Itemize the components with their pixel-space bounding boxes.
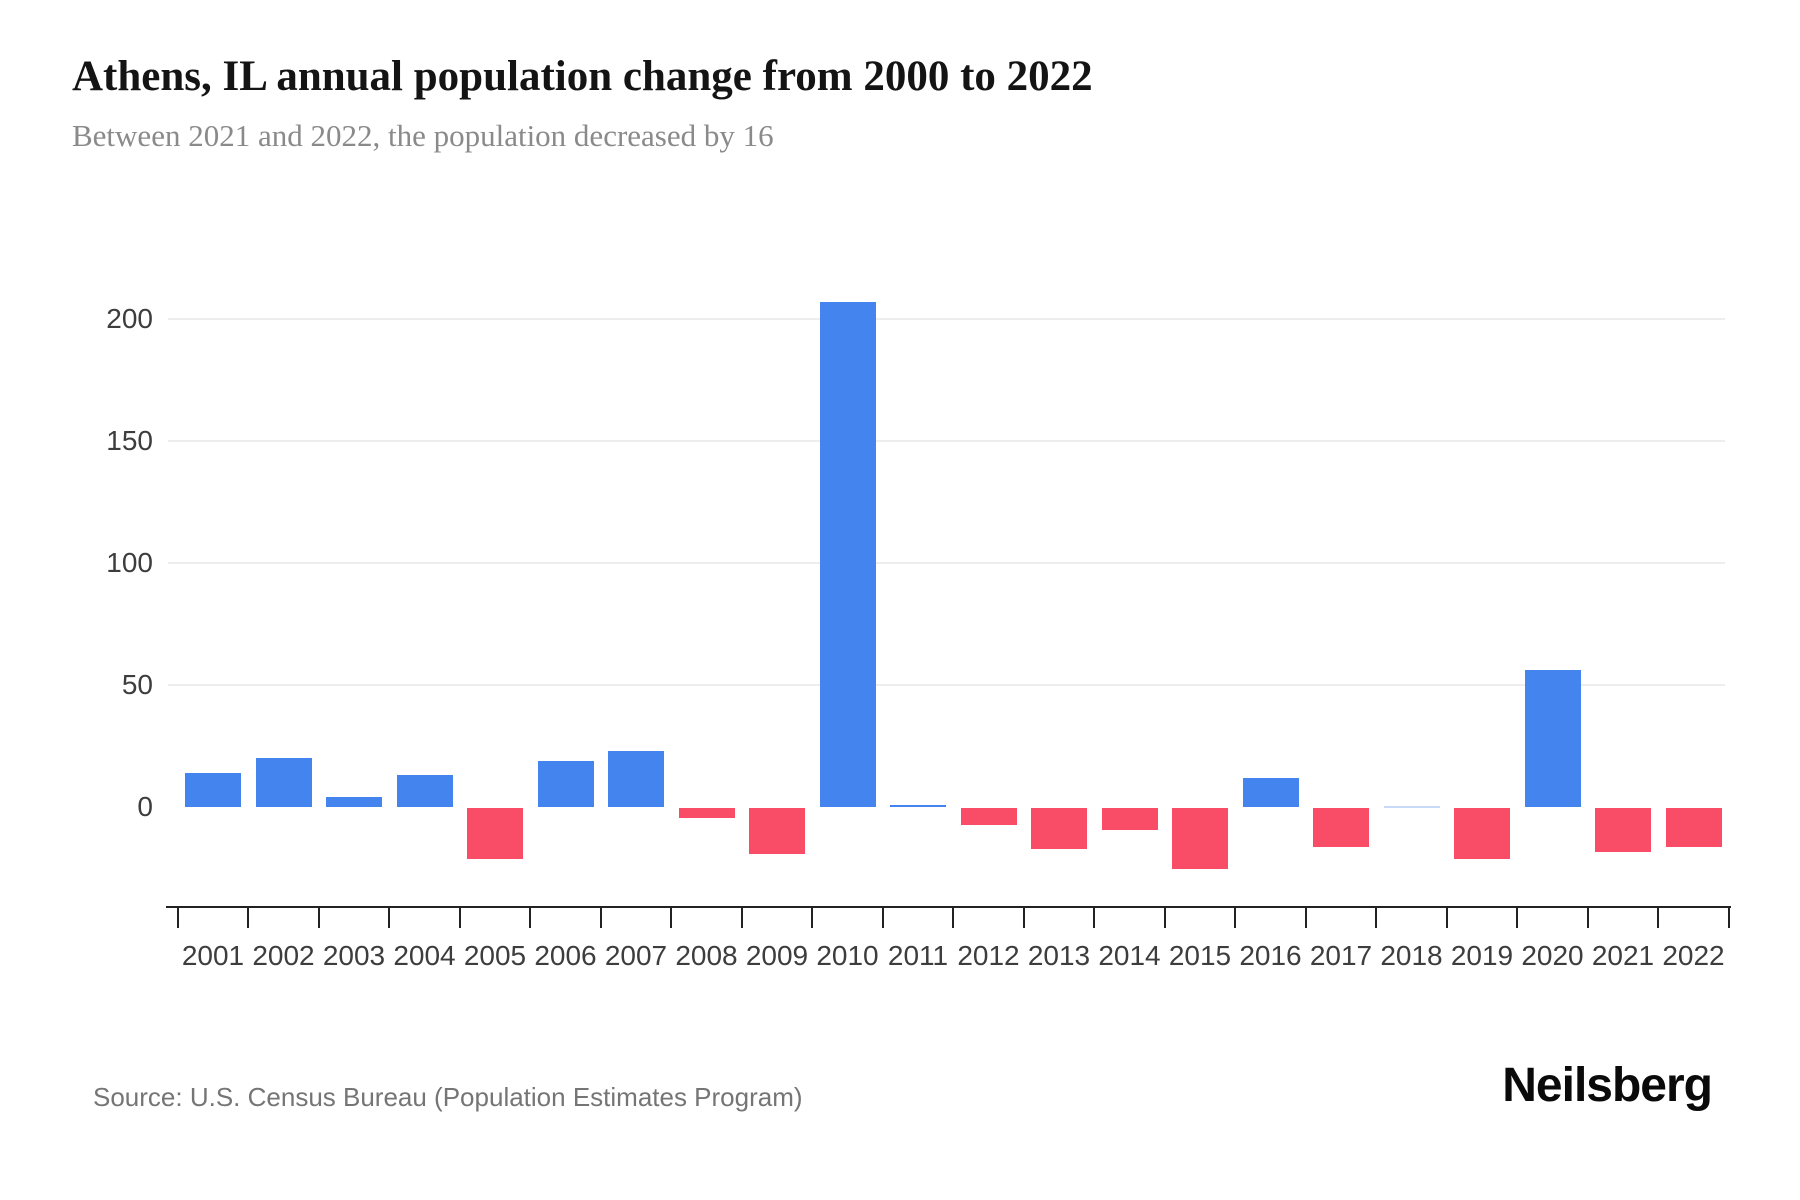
bar-2009[interactable] bbox=[749, 808, 805, 855]
x-axis-tick bbox=[1163, 908, 1166, 928]
bar-2010[interactable] bbox=[819, 301, 876, 807]
x-axis-label-2018: 2018 bbox=[1380, 940, 1443, 971]
bar-2012[interactable] bbox=[960, 808, 1017, 826]
x-axis-label-2022: 2022 bbox=[1662, 940, 1725, 971]
x-axis-label-2020: 2020 bbox=[1521, 940, 1584, 971]
bar-2016[interactable] bbox=[1242, 777, 1299, 807]
x-axis-label-2006: 2006 bbox=[534, 940, 597, 971]
x-axis-tick bbox=[1375, 908, 1378, 928]
gridline-150 bbox=[168, 440, 1725, 442]
x-axis-label-2010: 2010 bbox=[816, 940, 879, 971]
x-axis-tick bbox=[247, 908, 250, 928]
source-attribution: Source: U.S. Census Bureau (Population E… bbox=[93, 1082, 803, 1112]
x-axis-tick bbox=[1022, 908, 1025, 928]
bar-2007[interactable] bbox=[608, 750, 664, 807]
y-axis-label-150: 150 bbox=[106, 425, 153, 456]
bar-2021[interactable] bbox=[1595, 808, 1651, 852]
x-axis-tick bbox=[176, 908, 179, 928]
gridline-50 bbox=[168, 684, 1725, 686]
y-axis-label-50: 50 bbox=[121, 669, 153, 700]
x-axis-tick bbox=[458, 908, 461, 928]
page-title: Athens, IL annual population change from… bbox=[72, 53, 1093, 100]
bar-2017[interactable] bbox=[1313, 808, 1369, 848]
bar-2004[interactable] bbox=[396, 775, 453, 807]
gridline-200 bbox=[168, 318, 1725, 320]
y-axis-label-0: 0 bbox=[137, 791, 153, 822]
x-axis-tick bbox=[952, 908, 955, 928]
x-axis-tick bbox=[599, 908, 602, 928]
bar-2013[interactable] bbox=[1031, 808, 1087, 850]
x-axis-tick bbox=[1234, 908, 1237, 928]
x-axis-label-2007: 2007 bbox=[604, 940, 668, 971]
x-axis-tick bbox=[1093, 908, 1096, 928]
x-axis-tick bbox=[1516, 908, 1519, 928]
x-axis-label-2003: 2003 bbox=[322, 940, 386, 971]
x-axis-tick bbox=[1445, 908, 1448, 928]
x-axis-tick bbox=[811, 908, 814, 928]
x-axis-tick bbox=[388, 908, 391, 928]
x-axis-tick bbox=[1657, 908, 1660, 928]
neilsberg-logo: Neilsberg bbox=[1502, 1059, 1713, 1112]
bar-2005[interactable] bbox=[467, 808, 523, 860]
bar-2006[interactable] bbox=[537, 760, 594, 807]
x-axis-tick bbox=[317, 908, 320, 928]
page-subtitle: Between 2021 and 2022, the population de… bbox=[72, 118, 774, 153]
bar-2019[interactable] bbox=[1454, 808, 1510, 860]
x-axis-label-2001: 2001 bbox=[181, 940, 245, 971]
x-axis-label-2008: 2008 bbox=[675, 940, 738, 971]
x-axis-line bbox=[166, 906, 1731, 908]
x-axis-label-2021: 2021 bbox=[1591, 940, 1655, 971]
bar-2003[interactable] bbox=[326, 797, 382, 807]
bar-2018[interactable] bbox=[1383, 806, 1440, 808]
bar-2020[interactable] bbox=[1524, 670, 1581, 807]
x-axis-label-2013: 2013 bbox=[1027, 940, 1091, 971]
bar-2011[interactable] bbox=[890, 804, 946, 807]
gridline-100 bbox=[168, 562, 1725, 564]
x-axis-tick bbox=[670, 908, 673, 928]
bar-2002[interactable] bbox=[255, 758, 312, 807]
x-axis-label-2015: 2015 bbox=[1168, 940, 1232, 971]
y-axis-label-200: 200 bbox=[106, 303, 153, 334]
x-axis-tick bbox=[1586, 908, 1589, 928]
x-axis-label-2004: 2004 bbox=[393, 940, 456, 971]
x-axis-label-2012: 2012 bbox=[957, 940, 1020, 971]
x-axis-label-2014: 2014 bbox=[1098, 940, 1161, 971]
x-axis-tick bbox=[740, 908, 743, 928]
x-axis-label-2005: 2005 bbox=[463, 940, 527, 971]
bar-chart: 0 50 100 150 200 2001 2002 2003 2004 2005 2006 2007… bbox=[106, 301, 1731, 971]
x-axis-tick bbox=[1304, 908, 1307, 928]
x-axis-label-2017: 2017 bbox=[1309, 940, 1373, 971]
x-axis-tick bbox=[1727, 908, 1730, 928]
x-axis-tick bbox=[881, 908, 884, 928]
bar-2022[interactable] bbox=[1665, 808, 1722, 848]
x-axis-label-2002: 2002 bbox=[252, 940, 315, 971]
x-axis-label-2009: 2009 bbox=[745, 940, 809, 971]
y-axis-label-100: 100 bbox=[106, 547, 153, 578]
bar-2001[interactable] bbox=[185, 772, 241, 807]
x-axis-label-2011: 2011 bbox=[887, 940, 949, 971]
x-axis-label-2016: 2016 bbox=[1239, 940, 1302, 971]
bar-2015[interactable] bbox=[1172, 808, 1228, 869]
x-axis-label-2019: 2019 bbox=[1450, 940, 1514, 971]
x-axis-tick bbox=[529, 908, 532, 928]
bar-2014[interactable] bbox=[1101, 808, 1158, 830]
bar-2008[interactable] bbox=[678, 808, 735, 818]
